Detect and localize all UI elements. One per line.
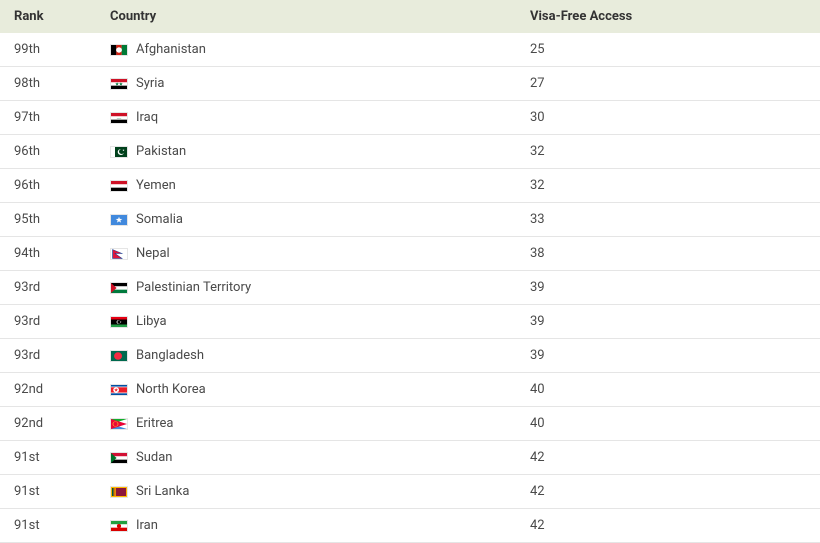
country-name: Iran [136, 518, 158, 533]
header-rank: Rank [0, 0, 100, 33]
table-row: 97th ـــ Iraq 30 [0, 101, 820, 135]
flag-icon [110, 282, 128, 294]
flag-icon [110, 214, 128, 226]
cell-country: Yemen [100, 169, 520, 203]
cell-rank: 97th [0, 101, 100, 135]
cell-country: North Korea [100, 373, 520, 407]
cell-country: Libya [100, 305, 520, 339]
cell-access: 40 [520, 407, 820, 441]
flag-icon [110, 384, 128, 396]
country-name: Pakistan [136, 144, 186, 159]
flag-icon [110, 180, 128, 192]
country-name: Eritrea [136, 416, 173, 431]
cell-rank: 91st [0, 441, 100, 475]
flag-icon [110, 520, 128, 532]
cell-country: Sudan [100, 441, 520, 475]
table-row: 92nd North Korea 40 [0, 373, 820, 407]
cell-country: Afghanistan [100, 33, 520, 67]
passport-rank-table: Rank Country Visa-Free Access 99th Afghan… [0, 0, 820, 543]
table-body: 99th Afghanistan 25 98th Syria 27 97th ـــ Iraq 3… [0, 33, 820, 543]
cell-rank: 98th [0, 67, 100, 101]
svg-text:ـــ: ـــ [116, 115, 122, 119]
cell-country: Eritrea [100, 407, 520, 441]
cell-country: Nepal [100, 237, 520, 271]
flag-icon [110, 248, 128, 260]
table-row: 96th Pakistan 32 [0, 135, 820, 169]
cell-rank: 92nd [0, 373, 100, 407]
flag-icon [110, 316, 128, 328]
cell-access: 39 [520, 305, 820, 339]
cell-access: 42 [520, 441, 820, 475]
cell-access: 33 [520, 203, 820, 237]
cell-access: 42 [520, 509, 820, 543]
country-name: Yemen [136, 178, 176, 193]
cell-rank: 91st [0, 475, 100, 509]
flag-icon [110, 350, 128, 362]
table-header-row: Rank Country Visa-Free Access [0, 0, 820, 33]
country-name: Sri Lanka [136, 484, 189, 499]
cell-country: ـــ Iraq [100, 101, 520, 135]
cell-country: Sri Lanka [100, 475, 520, 509]
flag-icon [110, 452, 128, 464]
flag-icon: ـــ [110, 112, 128, 124]
table-row: 91st Sri Lanka 42 [0, 475, 820, 509]
flag-icon [110, 146, 128, 158]
country-name: Bangladesh [136, 348, 204, 363]
table-row: 93rd Bangladesh 39 [0, 339, 820, 373]
cell-rank: 94th [0, 237, 100, 271]
flag-icon [110, 418, 128, 430]
cell-country: Somalia [100, 203, 520, 237]
country-name: Somalia [136, 212, 183, 227]
cell-access: 39 [520, 339, 820, 373]
header-country: Country [100, 0, 520, 33]
table-row: 91st Iran 42 [0, 509, 820, 543]
cell-rank: 93rd [0, 305, 100, 339]
cell-country: Syria [100, 67, 520, 101]
table-row: 99th Afghanistan 25 [0, 33, 820, 67]
cell-access: 39 [520, 271, 820, 305]
cell-access: 40 [520, 373, 820, 407]
table-row: 94th Nepal 38 [0, 237, 820, 271]
cell-rank: 91st [0, 509, 100, 543]
flag-icon [110, 78, 128, 90]
country-name: Iraq [136, 110, 158, 125]
flag-icon [110, 486, 128, 498]
cell-rank: 99th [0, 33, 100, 67]
country-name: Palestinian Territory [136, 280, 251, 295]
cell-rank: 96th [0, 135, 100, 169]
cell-rank: 96th [0, 169, 100, 203]
cell-country: Iran [100, 509, 520, 543]
cell-access: 42 [520, 475, 820, 509]
table-row: 93rd Palestinian Territory 39 [0, 271, 820, 305]
cell-rank: 93rd [0, 339, 100, 373]
cell-access: 30 [520, 101, 820, 135]
table-row: 95th Somalia 33 [0, 203, 820, 237]
country-name: North Korea [136, 382, 206, 397]
cell-country: Bangladesh [100, 339, 520, 373]
cell-country: Palestinian Territory [100, 271, 520, 305]
country-name: Syria [136, 76, 165, 91]
table-row: 98th Syria 27 [0, 67, 820, 101]
cell-access: 32 [520, 135, 820, 169]
table-row: 92nd Eritrea 40 [0, 407, 820, 441]
cell-country: Pakistan [100, 135, 520, 169]
country-name: Afghanistan [136, 42, 206, 57]
table-row: 93rd Libya 39 [0, 305, 820, 339]
header-access: Visa-Free Access [520, 0, 820, 33]
country-name: Libya [136, 314, 167, 329]
cell-rank: 95th [0, 203, 100, 237]
cell-rank: 92nd [0, 407, 100, 441]
country-name: Sudan [136, 450, 172, 465]
cell-access: 38 [520, 237, 820, 271]
country-name: Nepal [136, 246, 170, 261]
flag-icon [110, 44, 128, 56]
cell-access: 25 [520, 33, 820, 67]
table-row: 91st Sudan 42 [0, 441, 820, 475]
cell-access: 32 [520, 169, 820, 203]
cell-access: 27 [520, 67, 820, 101]
table-row: 96th Yemen 32 [0, 169, 820, 203]
cell-rank: 93rd [0, 271, 100, 305]
